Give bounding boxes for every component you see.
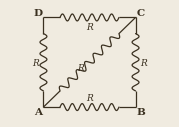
Text: A: A (34, 108, 42, 117)
Text: R: R (86, 94, 93, 103)
Text: R: R (140, 59, 147, 68)
Text: R: R (86, 23, 93, 32)
Text: R: R (77, 64, 84, 73)
Text: C: C (136, 9, 145, 18)
Text: B: B (136, 108, 145, 117)
Text: D: D (33, 9, 42, 18)
Text: R: R (32, 59, 39, 68)
